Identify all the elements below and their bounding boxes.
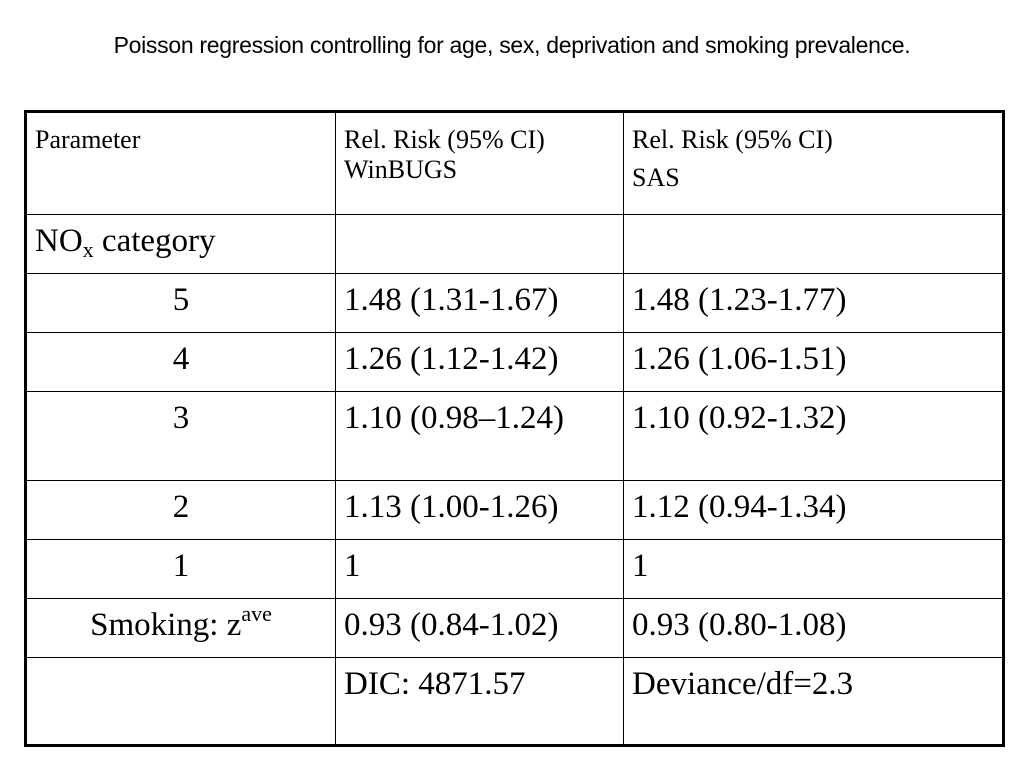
table-row-smoking: Smoking: zave 0.93 (0.84-1.02) 0.93 (0.8… — [25, 598, 1004, 658]
fit-parameter-cell — [25, 657, 336, 746]
table-row: 1 1 1 — [25, 539, 1004, 599]
parameter-cell: 2 — [25, 480, 336, 540]
results-table: Parameter Rel. Risk (95% CI) WinBUGS Rel… — [24, 110, 1005, 747]
smoking-winbugs-cell: 0.93 (0.84-1.02) — [335, 598, 624, 658]
sas-cell: 1.48 (1.23-1.77) — [623, 273, 1004, 333]
table-row: 5 1.48 (1.31-1.67) 1.48 (1.23-1.77) — [25, 273, 1004, 333]
sas-cell: 1.26 (1.06-1.51) — [623, 332, 1004, 392]
header-sas: Rel. Risk (95% CI) SAS — [623, 111, 1004, 215]
smoking-sas-cell: 0.93 (0.80-1.08) — [623, 598, 1004, 658]
header-winbugs: Rel. Risk (95% CI) WinBUGS — [335, 111, 624, 215]
table-row-model-fit: DIC: 4871.57 Deviance/df=2.3 — [25, 657, 1004, 746]
deviance-cell: Deviance/df=2.3 — [623, 657, 1004, 746]
winbugs-cell: 1.26 (1.12-1.42) — [335, 332, 624, 392]
parameter-cell: 3 — [25, 391, 336, 481]
header-parameter: Parameter — [25, 111, 336, 215]
parameter-cell: 5 — [25, 273, 336, 333]
sas-cell: 1 — [623, 539, 1004, 599]
dic-cell: DIC: 4871.57 — [335, 657, 624, 746]
table-row: 4 1.26 (1.12-1.42) 1.26 (1.06-1.51) — [25, 332, 1004, 392]
slide-title: Poisson regression controlling for age, … — [113, 32, 911, 58]
table-row: 2 1.13 (1.00-1.26) 1.12 (0.94-1.34) — [25, 480, 1004, 540]
winbugs-cell: 1 — [335, 539, 624, 599]
parameter-cell: 4 — [25, 332, 336, 392]
nox-winbugs-cell — [335, 214, 624, 274]
table-row: 3 1.10 (0.98–1.24) 1.10 (0.92-1.32) — [25, 391, 1004, 481]
nox-category-label: NOx category — [25, 214, 336, 274]
winbugs-cell: 1.48 (1.31-1.67) — [335, 273, 624, 333]
winbugs-cell: 1.10 (0.98–1.24) — [335, 391, 624, 481]
table-row-nox-category: NOx category — [25, 214, 1004, 274]
nox-sas-cell — [623, 214, 1004, 274]
winbugs-cell: 1.13 (1.00-1.26) — [335, 480, 624, 540]
table-header-row: Parameter Rel. Risk (95% CI) WinBUGS Rel… — [25, 111, 1004, 215]
parameter-cell: 1 — [25, 539, 336, 599]
sas-cell: 1.12 (0.94-1.34) — [623, 480, 1004, 540]
smoking-label: Smoking: zave — [25, 598, 336, 658]
sas-cell: 1.10 (0.92-1.32) — [623, 391, 1004, 481]
